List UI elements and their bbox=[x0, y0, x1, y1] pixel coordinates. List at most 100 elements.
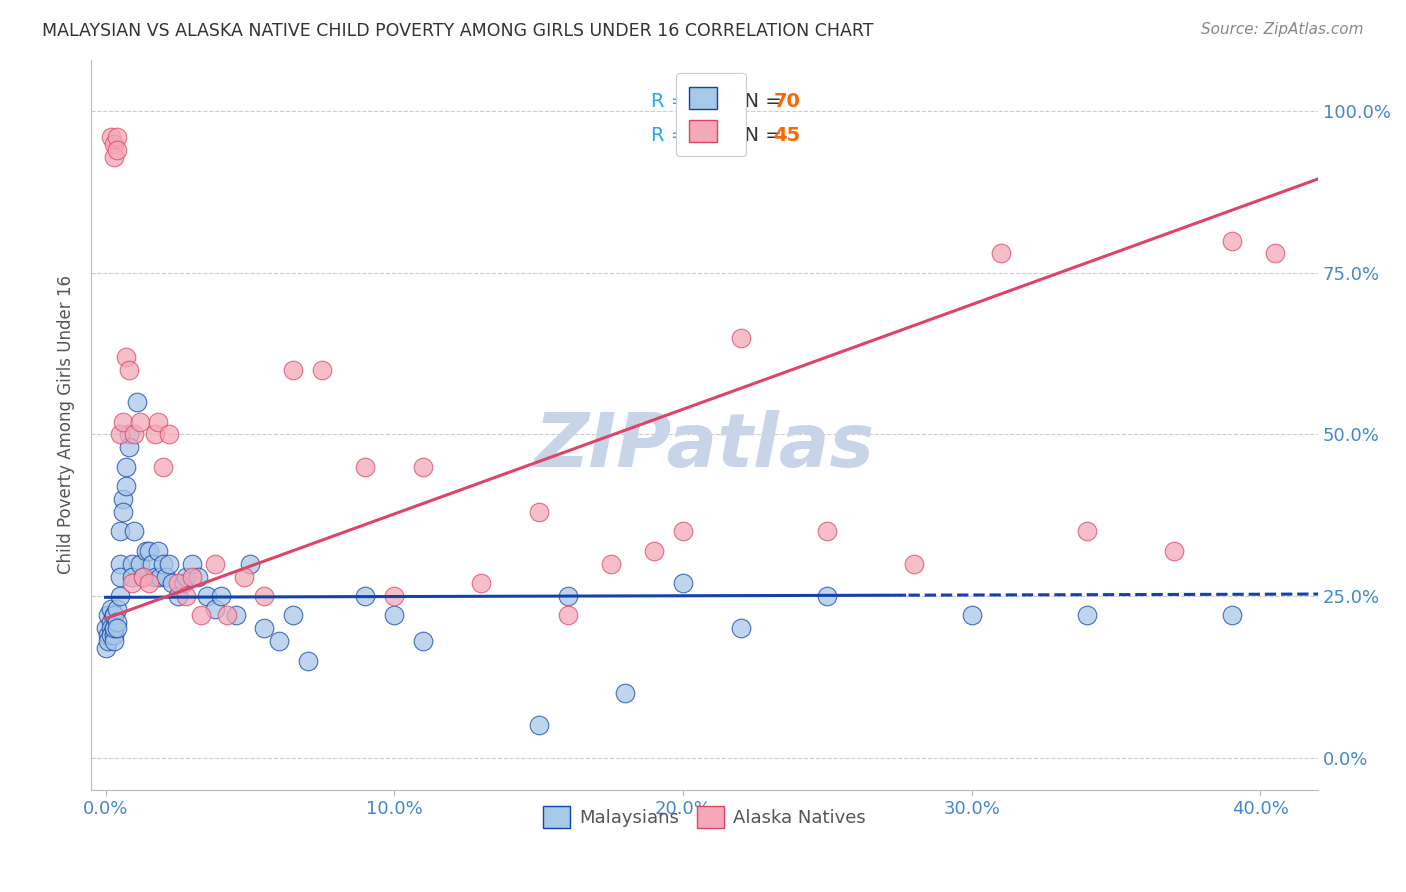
Point bbox=[152, 459, 174, 474]
Point bbox=[97, 628, 120, 642]
Point bbox=[114, 479, 136, 493]
Text: 0.012: 0.012 bbox=[685, 92, 747, 112]
Point bbox=[129, 415, 152, 429]
Point bbox=[730, 330, 752, 344]
Point bbox=[129, 557, 152, 571]
Point bbox=[1264, 246, 1286, 260]
Point bbox=[108, 524, 131, 539]
Point bbox=[815, 524, 838, 539]
Point bbox=[283, 363, 305, 377]
Point bbox=[157, 427, 180, 442]
Point bbox=[103, 149, 125, 163]
Point bbox=[253, 621, 276, 635]
Point bbox=[815, 589, 838, 603]
Point bbox=[127, 395, 149, 409]
Point bbox=[527, 505, 550, 519]
Point bbox=[105, 143, 128, 157]
Point bbox=[114, 459, 136, 474]
Text: MALAYSIAN VS ALASKA NATIVE CHILD POVERTY AMONG GIRLS UNDER 16 CORRELATION CHART: MALAYSIAN VS ALASKA NATIVE CHILD POVERTY… bbox=[42, 22, 873, 40]
Point bbox=[132, 569, 155, 583]
Point bbox=[166, 589, 188, 603]
Point bbox=[209, 589, 232, 603]
Point bbox=[903, 557, 925, 571]
Point bbox=[100, 628, 122, 642]
Point bbox=[190, 608, 212, 623]
Point bbox=[173, 576, 195, 591]
Point bbox=[157, 557, 180, 571]
Point bbox=[239, 557, 262, 571]
Point bbox=[354, 589, 377, 603]
Point bbox=[100, 615, 122, 629]
Point bbox=[94, 621, 117, 635]
Point bbox=[557, 608, 579, 623]
Point bbox=[100, 130, 122, 145]
Point bbox=[557, 589, 579, 603]
Point bbox=[105, 602, 128, 616]
Y-axis label: Child Poverty Among Girls Under 16: Child Poverty Among Girls Under 16 bbox=[58, 276, 75, 574]
Point bbox=[297, 654, 319, 668]
Point bbox=[121, 557, 143, 571]
Point bbox=[382, 608, 405, 623]
Point bbox=[111, 415, 134, 429]
Point bbox=[111, 492, 134, 507]
Point bbox=[105, 621, 128, 635]
Point bbox=[1076, 608, 1098, 623]
Point bbox=[103, 608, 125, 623]
Point bbox=[114, 350, 136, 364]
Point bbox=[215, 608, 238, 623]
Point bbox=[103, 136, 125, 151]
Point bbox=[283, 608, 305, 623]
Legend: Malaysians, Alaska Natives: Malaysians, Alaska Natives bbox=[536, 799, 873, 836]
Point bbox=[412, 459, 434, 474]
Point bbox=[146, 543, 169, 558]
Point bbox=[166, 576, 188, 591]
Point bbox=[382, 589, 405, 603]
Point bbox=[143, 569, 166, 583]
Point bbox=[105, 615, 128, 629]
Point bbox=[160, 576, 183, 591]
Point bbox=[124, 427, 146, 442]
Point bbox=[146, 415, 169, 429]
Point bbox=[103, 621, 125, 635]
Point bbox=[187, 569, 209, 583]
Point bbox=[108, 569, 131, 583]
Point bbox=[155, 569, 177, 583]
Point bbox=[176, 569, 198, 583]
Point bbox=[960, 608, 983, 623]
Point bbox=[111, 505, 134, 519]
Point bbox=[121, 569, 143, 583]
Point bbox=[138, 576, 160, 591]
Point bbox=[132, 569, 155, 583]
Point bbox=[253, 589, 276, 603]
Point bbox=[204, 557, 226, 571]
Point bbox=[103, 621, 125, 635]
Point bbox=[181, 569, 204, 583]
Point bbox=[730, 621, 752, 635]
Point bbox=[643, 543, 665, 558]
Point bbox=[224, 608, 246, 623]
Text: Source: ZipAtlas.com: Source: ZipAtlas.com bbox=[1201, 22, 1364, 37]
Point bbox=[118, 427, 141, 442]
Point bbox=[141, 557, 163, 571]
Point bbox=[118, 363, 141, 377]
Point bbox=[143, 427, 166, 442]
Point bbox=[108, 427, 131, 442]
Point bbox=[108, 589, 131, 603]
Point bbox=[176, 589, 198, 603]
Point bbox=[233, 569, 256, 583]
Point bbox=[100, 602, 122, 616]
Point bbox=[1220, 234, 1243, 248]
Point bbox=[124, 524, 146, 539]
Point bbox=[195, 589, 218, 603]
Text: N =: N = bbox=[731, 127, 787, 145]
Point bbox=[990, 246, 1012, 260]
Point bbox=[412, 634, 434, 648]
Point bbox=[97, 634, 120, 648]
Point bbox=[527, 718, 550, 732]
Point bbox=[1163, 543, 1185, 558]
Point bbox=[181, 557, 204, 571]
Point bbox=[149, 569, 172, 583]
Point bbox=[100, 621, 122, 635]
Point bbox=[614, 686, 637, 700]
Point bbox=[672, 524, 695, 539]
